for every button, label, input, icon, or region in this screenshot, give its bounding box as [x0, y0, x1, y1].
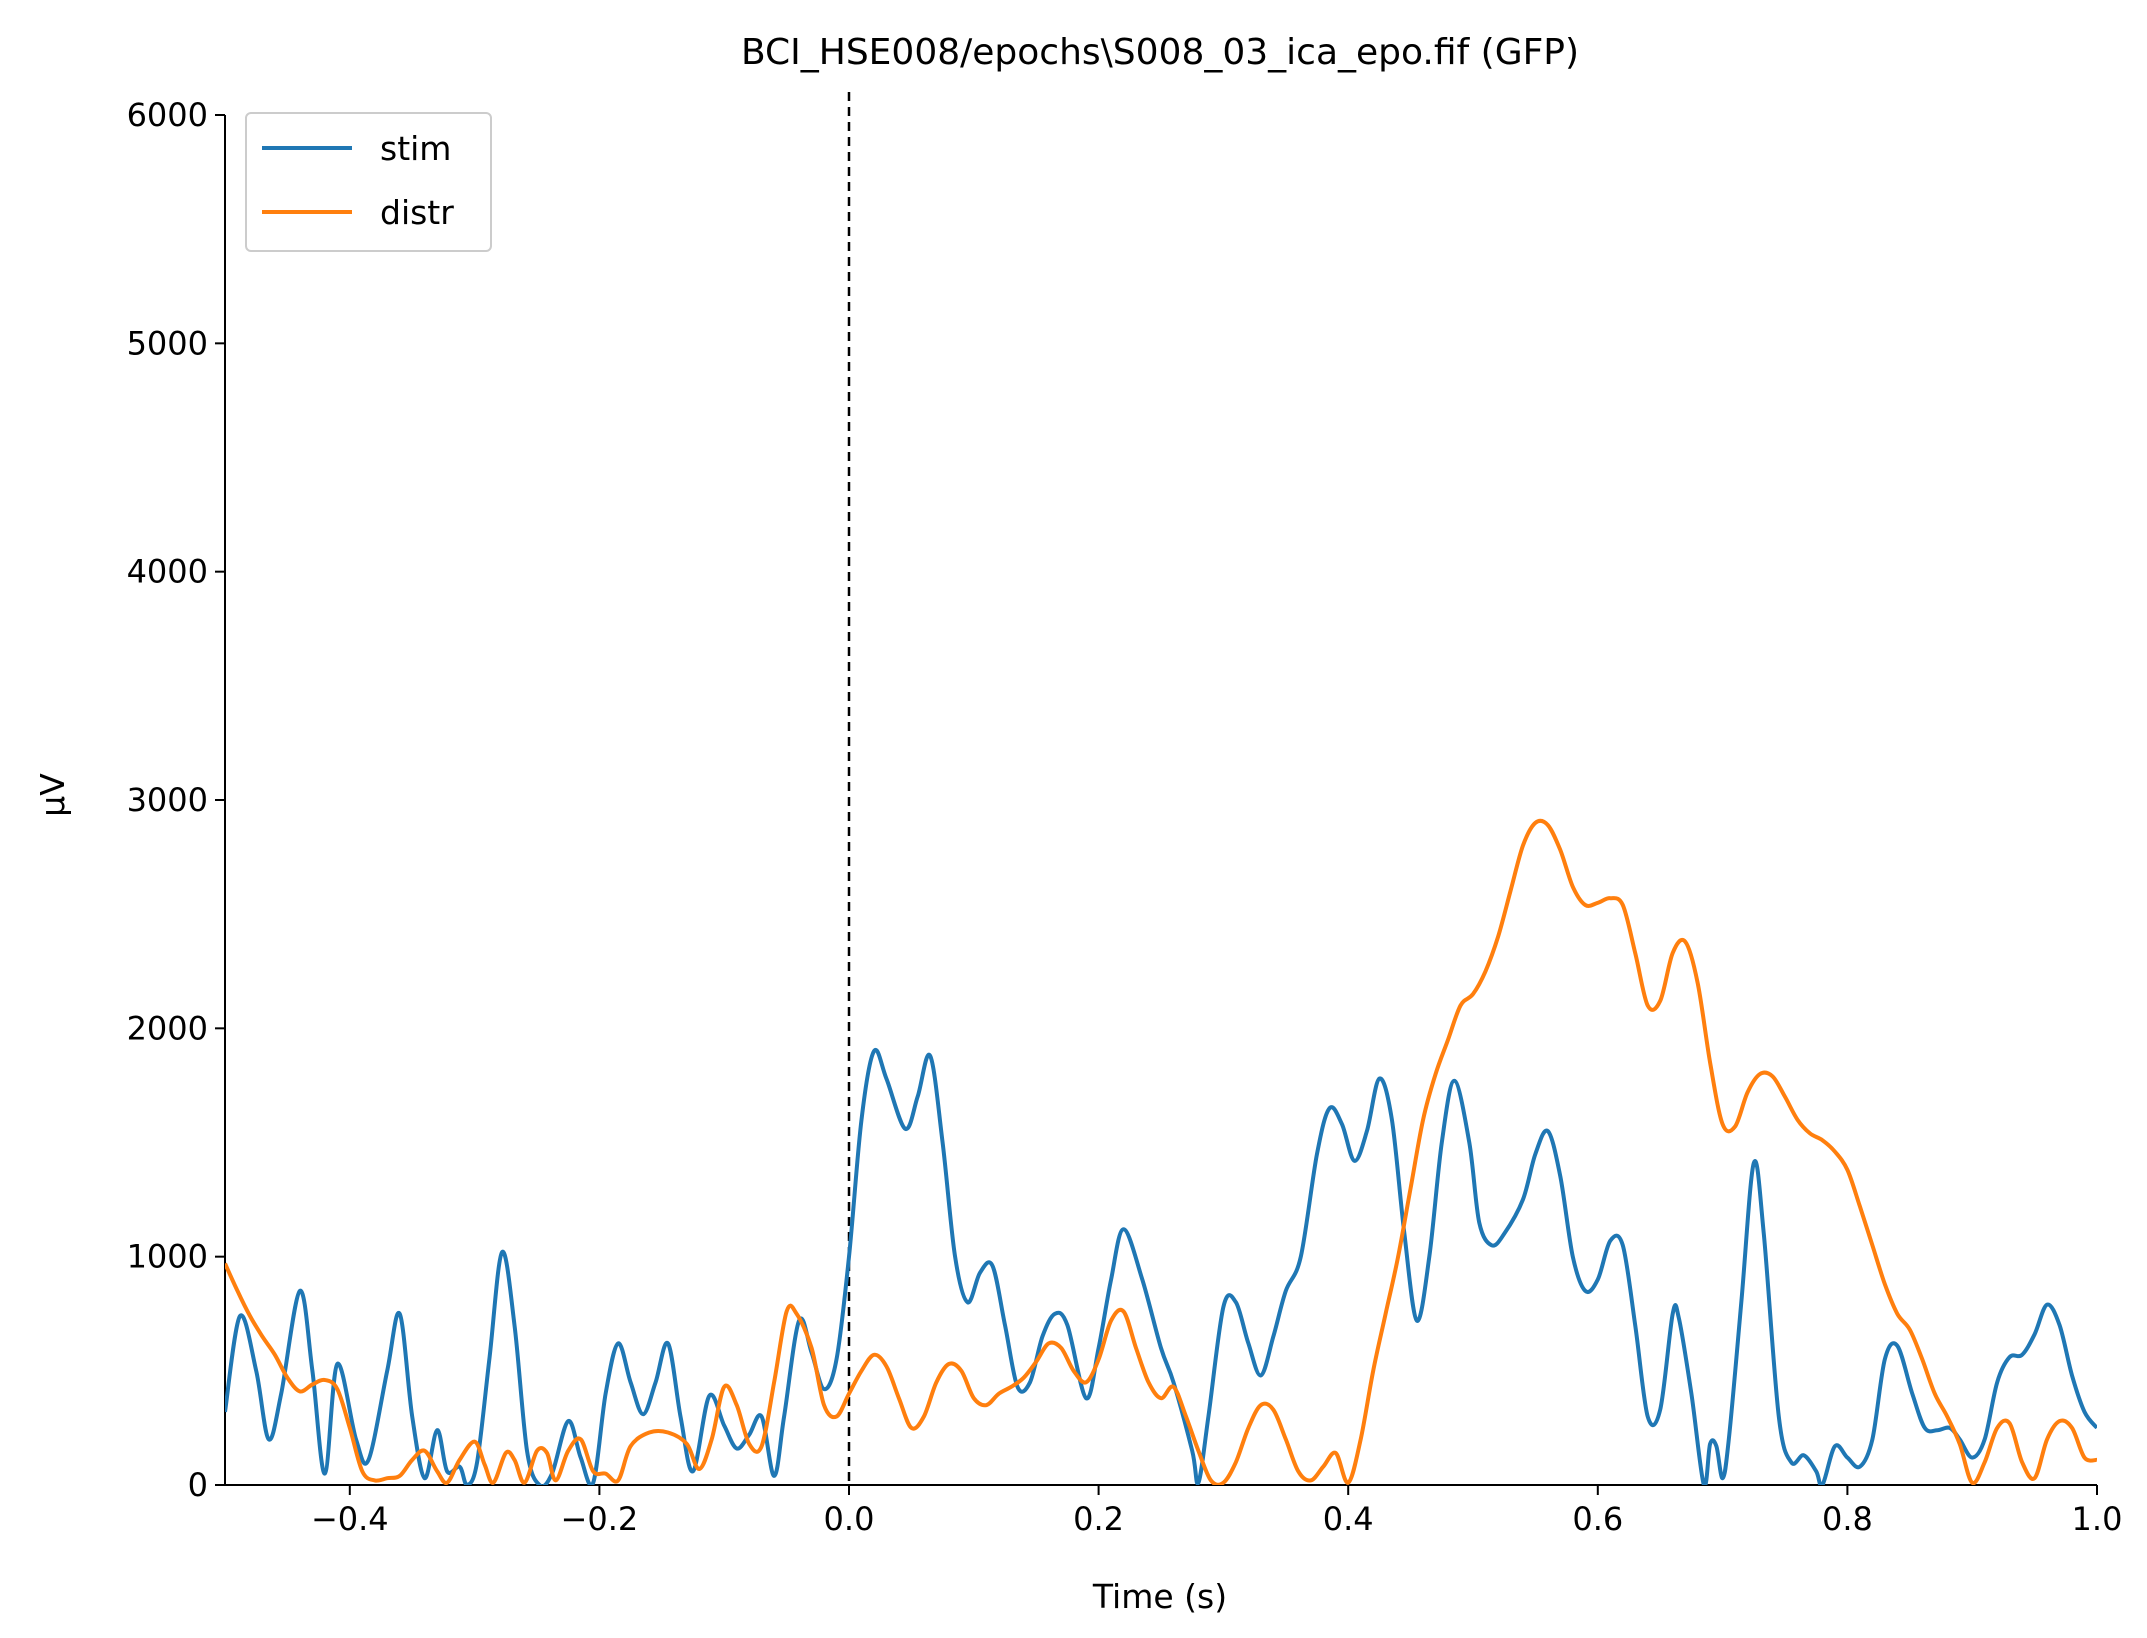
legend-label-distr: distr: [380, 193, 454, 232]
y-tick-label: 0: [188, 1466, 208, 1504]
chart-title: BCI_HSE008/epochs\S008_03_ica_epo.fif (G…: [741, 32, 1579, 73]
x-tick-label: 0.8: [1822, 1500, 1873, 1538]
legend: stim distr: [245, 112, 492, 252]
legend-box: [245, 112, 492, 252]
x-tick-label: 0.2: [1073, 1500, 1124, 1538]
x-tick-label: −0.2: [561, 1500, 639, 1538]
y-tick-label: 2000: [127, 1009, 208, 1047]
series-line-stim: [225, 1047, 2097, 1485]
x-axis-label: Time (s): [1092, 1577, 1227, 1616]
x-tick-label: 1.0: [2072, 1500, 2123, 1538]
x-tick-label: 0.0: [824, 1500, 875, 1538]
x-tick-label: 0.6: [1572, 1500, 1623, 1538]
plot-area: 0 1000 2000 3000 4000 5000 6000 −0.4 −0.2 0.0 0.2 0…: [127, 92, 2123, 1538]
y-axis-label: µV: [33, 773, 72, 817]
y-tick-label: 3000: [127, 781, 208, 819]
y-tick-label: 5000: [127, 324, 208, 362]
y-tick-label: 1000: [127, 1238, 208, 1276]
x-tick-label: −0.4: [311, 1500, 389, 1538]
x-tick-label: 0.4: [1323, 1500, 1374, 1538]
y-tick-label: 6000: [127, 96, 208, 134]
y-tick-label: 4000: [127, 553, 208, 591]
series-line-distr: [225, 818, 2097, 1485]
legend-label-stim: stim: [380, 129, 451, 168]
